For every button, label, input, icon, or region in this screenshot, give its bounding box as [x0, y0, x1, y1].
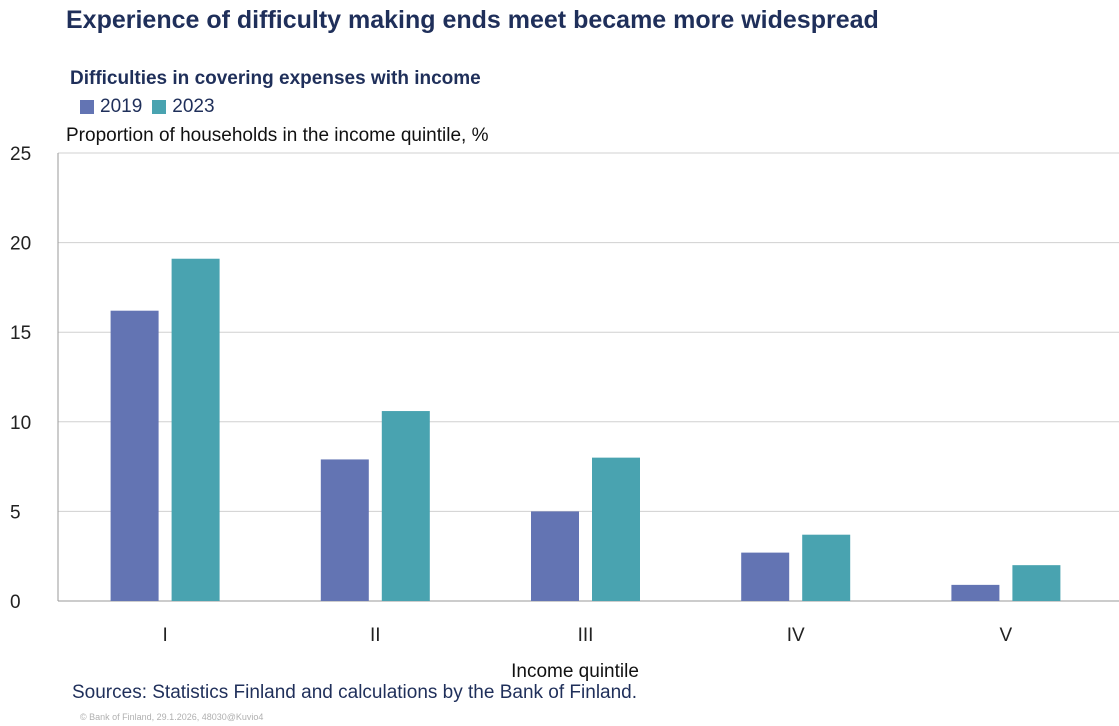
chart-title: Experience of difficulty making ends mee…	[66, 6, 879, 34]
bar-2019-II	[320, 459, 369, 601]
x-axis-label: Income quintile	[511, 661, 639, 682]
y-tick-label: 10	[10, 413, 31, 434]
x-tick-label: V	[1000, 625, 1013, 646]
legend-label-2019: 2019	[100, 96, 143, 117]
x-tick-label: I	[162, 625, 167, 646]
y-tick-label: 25	[10, 144, 31, 165]
legend-item-2019: 2019	[80, 96, 142, 118]
bar-2023-I	[171, 258, 220, 601]
bar-2019-III	[531, 511, 579, 601]
bar-2019-V	[951, 584, 1000, 601]
y-tick-label: 0	[10, 592, 21, 613]
bar-2023-V	[1012, 565, 1061, 601]
x-tick-label: II	[370, 625, 381, 646]
legend-label-2023: 2023	[172, 96, 215, 117]
bar-2023-IV	[802, 534, 851, 601]
chart-subtitle: Difficulties in covering expenses with i…	[70, 68, 481, 89]
sources-note: Sources: Statistics Finland and calculat…	[72, 682, 638, 703]
bar-2023-III	[592, 457, 640, 601]
copyright-note: © Bank of Finland, 29.1.2026, 48030@Kuvi…	[80, 712, 264, 722]
x-tick-label: IV	[787, 625, 805, 646]
legend-swatch-2023	[152, 100, 167, 114]
y-tick-label: 15	[10, 323, 31, 344]
bar-2019-IV	[741, 552, 790, 601]
legend: 2019 2023	[80, 96, 215, 118]
bar-2023-II	[381, 411, 430, 601]
y-tick-label: 5	[10, 502, 21, 523]
x-tick-label: III	[578, 625, 594, 646]
y-axis-label: Proportion of households in the income q…	[66, 125, 489, 146]
legend-item-2023: 2023	[152, 96, 215, 118]
y-tick-label: 20	[10, 234, 31, 255]
bar-2019-I	[110, 310, 159, 601]
legend-swatch-2019	[80, 100, 94, 114]
